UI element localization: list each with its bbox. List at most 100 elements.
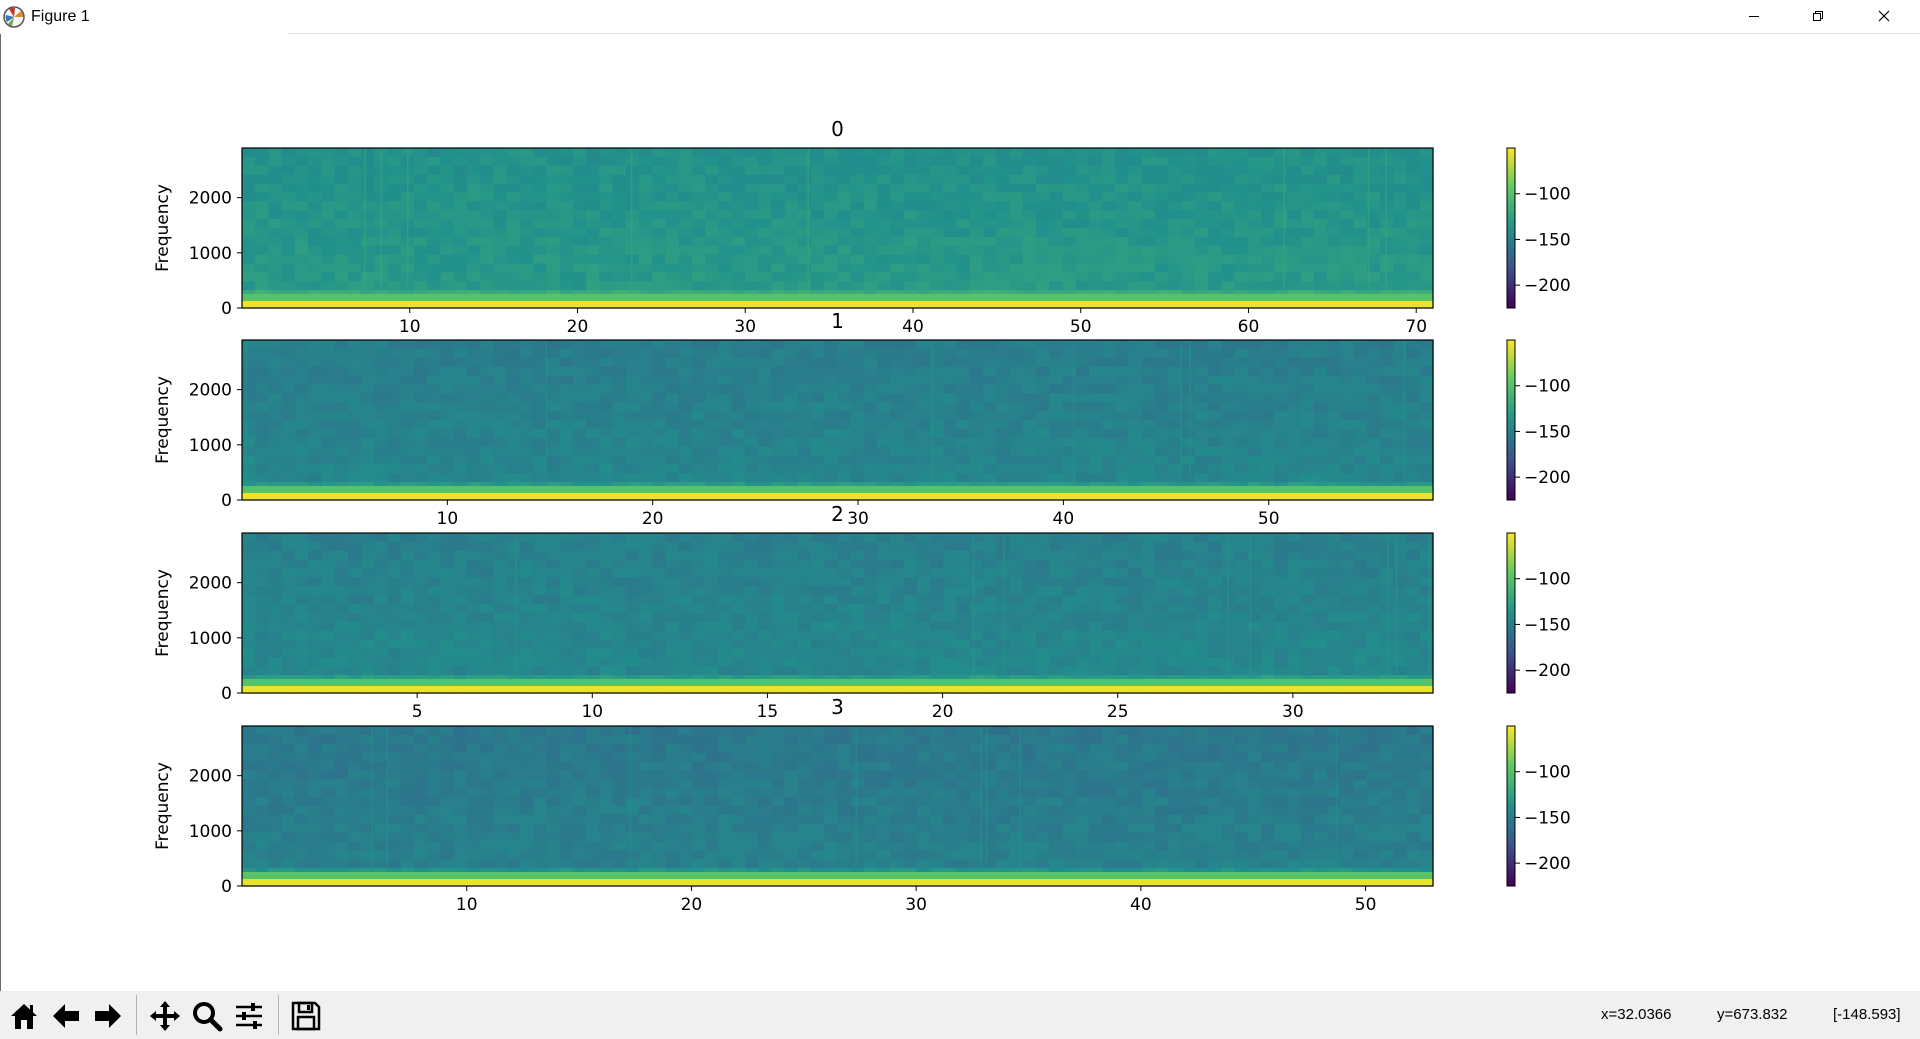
pan-icon [150,1001,180,1031]
back-button[interactable] [46,997,86,1035]
x-tick-label: 40 [1053,509,1075,529]
y-tick-label: 0 [221,877,232,897]
restore-icon [1813,11,1823,21]
axes-frame [241,725,1434,887]
restore-button[interactable] [1786,0,1850,32]
x-tick-label: 20 [567,317,589,337]
colorbar-tick-label: −100 [1524,185,1571,205]
x-tick-label: 30 [905,895,927,915]
y-tick-label: 1000 [189,436,232,456]
y-axis-label: Frequency [153,184,173,272]
y-tick-label: 2000 [189,574,232,594]
home-button[interactable] [4,997,44,1035]
axes-frame [241,339,1434,501]
y-axis-label: Frequency [153,376,173,464]
x-tick-label: 20 [681,895,703,915]
x-tick-label: 50 [1355,895,1377,915]
window-title: Figure 1 [31,8,90,25]
low-frequency-band [242,294,1433,301]
figure-canvas[interactable]: 0 0 1000 2000 Frequency 10 20 30 40 50 60 70 −100 −15… [1,34,1920,991]
y-tick-label: 0 [221,684,232,704]
y-axis-label: Frequency [153,762,173,850]
y-axis-label: Frequency [153,569,173,657]
axes-frame [241,147,1434,309]
spectrogram-image [242,533,1434,694]
minimize-button[interactable] [1722,0,1786,32]
minimize-icon [1749,16,1759,17]
baseline-band [242,493,1433,500]
x-tick-label: 10 [399,317,421,337]
x-tick-label: 40 [1130,895,1152,915]
x-tick-label: 30 [734,317,756,337]
window-border [0,34,1,1039]
y-tick-label: 2000 [189,767,232,787]
x-tick-label: 10 [437,509,459,529]
subplot-title: 1 [831,309,844,333]
save-button[interactable] [286,997,326,1035]
toolbar-separator [278,995,279,1035]
x-tick-label: 70 [1405,317,1427,337]
colorbar [1506,339,1516,501]
x-tick-label: 60 [1238,317,1260,337]
close-icon [1878,10,1890,22]
spectrogram-image [242,340,1434,501]
y-tick-label: 1000 [189,244,232,264]
y-tick-label: 2000 [189,381,232,401]
colorbar-tick-label: −200 [1524,468,1571,488]
x-tick-label: 20 [642,509,664,529]
baseline-band [242,686,1433,693]
colorbar-tick-label: −150 [1524,230,1571,250]
y-tick-label: 2000 [189,189,232,209]
subplot-0[interactable]: 0 0 1000 2000 Frequency 10 20 30 40 50 60 70 −100 −15… [153,117,1571,337]
x-tick-label: 5 [412,702,423,722]
axes-frame [241,532,1434,694]
colorbar-tick-label: −150 [1524,422,1571,442]
colorbar [1506,147,1516,309]
forward-arrow-icon [95,1004,121,1028]
x-tick-label: 50 [1258,509,1280,529]
navigation-toolbar [0,991,1920,1039]
low-frequency-band [242,872,1433,879]
colorbar [1506,532,1516,694]
colorbar-tick-label: −100 [1524,570,1571,590]
y-tick-label: 1000 [189,629,232,649]
colorbar-tick-label: −200 [1524,276,1571,296]
colorbar-tick-label: −100 [1524,763,1571,783]
colorbar-tick-label: −200 [1524,854,1571,874]
back-arrow-icon [53,1004,79,1028]
zoom-icon [193,1002,223,1032]
close-button[interactable] [1852,0,1916,32]
pan-button[interactable] [145,997,185,1035]
home-icon [11,1004,37,1029]
baseline-band [242,879,1433,886]
titlebar-divider [288,33,1920,34]
save-icon [291,1001,321,1031]
x-tick-label: 30 [847,509,869,529]
forward-button[interactable] [88,997,128,1035]
spectrogram-image [242,726,1434,887]
x-tick-label: 15 [757,702,779,722]
colorbar [1506,725,1516,887]
x-tick-label: 10 [581,702,603,722]
colorbar-tick-label: −100 [1524,377,1571,397]
x-tick-label: 30 [1282,702,1304,722]
toolbar-separator [136,995,137,1035]
configure-subplots-button[interactable] [229,997,269,1035]
spectrogram-image [242,148,1434,309]
baseline-band [242,301,1433,308]
low-frequency-band [242,486,1433,493]
y-tick-label: 0 [221,491,232,511]
x-tick-label: 25 [1107,702,1129,722]
zoom-button[interactable] [187,997,227,1035]
x-tick-label: 50 [1070,317,1092,337]
low-frequency-band [242,679,1433,686]
colorbar-tick-label: −200 [1524,661,1571,681]
colorbar-tick-label: −150 [1524,808,1571,828]
x-tick-label: 40 [902,317,924,337]
window-titlebar[interactable]: Figure 1 [0,0,1920,34]
status-value: [-148.593] [1833,1006,1901,1023]
